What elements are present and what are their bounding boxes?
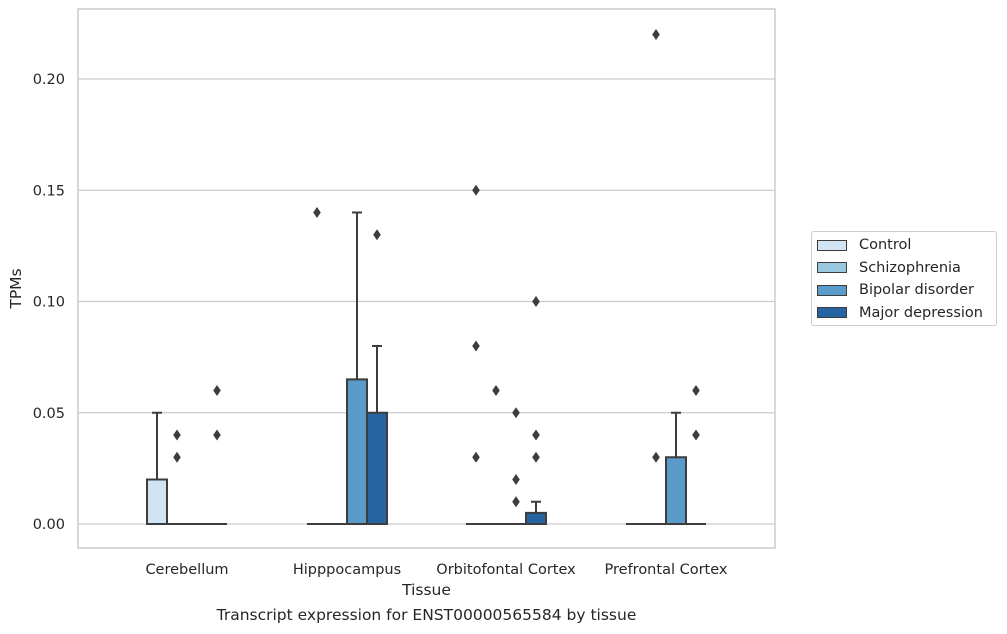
box-control — [146, 411, 168, 525]
y-axis-label: TPMs — [7, 268, 25, 309]
figure-caption: Transcript expression for ENST0000056558… — [216, 606, 637, 624]
outlier-point — [692, 429, 700, 441]
box-schizophrenia — [646, 29, 666, 525]
outlier-point — [213, 429, 221, 441]
y-tick-label: 0.05 — [33, 406, 65, 422]
outlier-point — [492, 385, 500, 396]
legend-item: Bipolar disorder — [817, 280, 974, 300]
legend-label: Schizophrenia — [859, 259, 961, 276]
outlier-point — [472, 451, 480, 463]
legend-swatch — [817, 239, 847, 251]
legend-label: Major depression — [859, 304, 983, 321]
outlier-point — [532, 429, 540, 441]
outlier-point — [652, 451, 660, 463]
box-schizophrenia — [486, 385, 506, 525]
outlier-point — [472, 340, 480, 352]
outlier-point — [532, 451, 540, 463]
legend: Control Schizophrenia Bipolar disorder Majo… — [811, 231, 997, 326]
y-tick-label: 0.00 — [33, 517, 65, 533]
legend-item: Control — [817, 235, 911, 255]
outlier-point — [472, 184, 480, 196]
iqr-box — [366, 411, 388, 525]
box-major-depression — [207, 385, 227, 525]
outlier-point — [652, 29, 660, 40]
outlier-point — [173, 429, 181, 441]
plot-frame — [77, 8, 776, 549]
legend-swatch — [817, 307, 847, 318]
box-bipolar-disorder — [506, 407, 526, 525]
iqr-box — [346, 378, 368, 525]
box-schizophrenia — [167, 429, 187, 525]
legend-swatch — [817, 284, 847, 296]
iqr-box — [525, 511, 547, 525]
outlier-point — [373, 229, 381, 241]
outlier-point — [313, 207, 321, 218]
iqr-box — [146, 478, 168, 525]
outlier-point — [173, 451, 181, 463]
box-control — [466, 184, 486, 525]
outlier-point — [692, 385, 700, 396]
outlier-point — [512, 474, 520, 485]
legend-swatch — [817, 262, 847, 273]
y-tick-label: 0.10 — [33, 295, 65, 311]
x-tick-label: Prefrontal Cortex — [605, 562, 728, 578]
axes: 0.00 0.05 0.10 0.15 0.20 Cerebellum Hipppocamp… — [33, 72, 728, 578]
outlier-point — [512, 496, 520, 508]
outlier-point — [512, 407, 520, 419]
outlier-point — [213, 385, 221, 396]
box-bipolar-disorder — [346, 211, 368, 525]
box-major-depression — [366, 229, 388, 525]
y-tick-label: 0.15 — [33, 183, 65, 199]
legend-label: Control — [859, 237, 912, 253]
x-axis-label: Tissue — [401, 581, 451, 599]
legend-item: Schizophrenia — [817, 258, 961, 278]
legend-label: Bipolar disorder — [859, 282, 974, 298]
box-major-depression — [525, 296, 547, 525]
box-control — [307, 207, 327, 525]
box-bipolar-disorder — [665, 411, 687, 525]
box-major-depression — [686, 385, 706, 525]
x-tick-label: Cerebellum — [145, 562, 228, 578]
y-tick-label: 0.20 — [33, 72, 65, 88]
legend-item: Major depression — [817, 303, 983, 323]
outlier-point — [532, 296, 540, 307]
x-tick-label: Orbitofontal Cortex — [436, 562, 576, 578]
x-tick-label: Hipppocampus — [293, 562, 401, 578]
iqr-box — [665, 456, 687, 525]
plot-marks — [146, 29, 706, 525]
